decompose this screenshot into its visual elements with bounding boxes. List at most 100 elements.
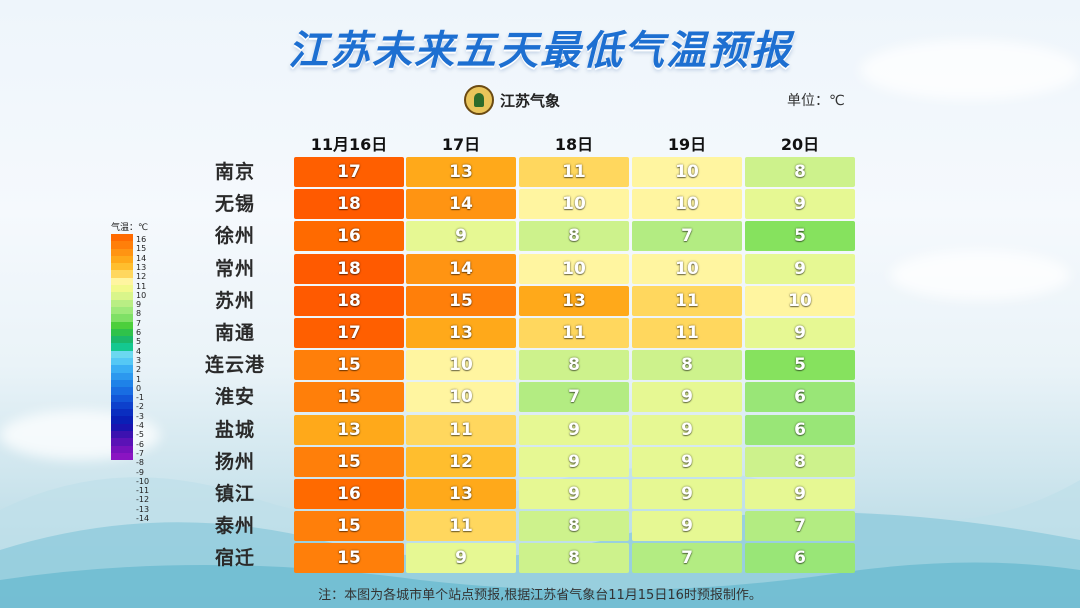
legend-label: 14	[136, 253, 147, 263]
temperature-cell: 6	[745, 543, 855, 574]
logo: 江苏气象	[464, 84, 560, 116]
column-header: 17日	[441, 135, 481, 154]
legend-swatch	[111, 285, 133, 293]
legend-swatch	[111, 409, 133, 417]
legend-swatch	[111, 445, 133, 453]
legend-swatch	[111, 292, 133, 300]
legend-label: 0	[136, 383, 142, 393]
legend-swatch	[111, 241, 133, 249]
temperature-cell: 8	[632, 350, 742, 381]
legend-label: 6	[136, 328, 142, 337]
temperature-cell: 18	[294, 285, 404, 316]
legend-label: -12	[136, 495, 150, 505]
column-header: 20日	[780, 135, 820, 154]
city-name: 宿迁	[214, 547, 255, 570]
temperature-cell: 9	[632, 414, 742, 445]
temperature-cell: 10	[632, 253, 742, 284]
temperature-cell: 11	[519, 318, 629, 348]
legend-swatch	[111, 263, 133, 271]
legend-label: -1	[136, 393, 144, 403]
temperature-cell: 13	[294, 414, 404, 445]
city-name: 南通	[214, 322, 255, 344]
legend-label: 5	[136, 337, 142, 347]
temperature-cell: 9	[745, 318, 855, 348]
legend-label: -2	[136, 402, 144, 412]
cloud-decoration	[860, 40, 1080, 100]
temperature-cell: 15	[294, 350, 404, 381]
legend-label: 3	[136, 355, 142, 365]
temperature-cell: 18	[294, 253, 404, 284]
legend-swatch	[111, 277, 133, 286]
temperature-cell: 15	[294, 382, 404, 413]
page-title: 江苏未来五天最低气温预报	[288, 28, 792, 74]
legend-swatch	[111, 343, 133, 351]
legend-swatch	[111, 416, 133, 424]
temperature-cell: 11	[519, 157, 629, 187]
temperature-cell: 15	[294, 543, 404, 574]
legend-title: 气温：℃	[111, 223, 149, 233]
legend-swatch	[111, 328, 133, 337]
legend-swatch	[111, 452, 133, 461]
legend-label: 4	[136, 346, 142, 356]
temperature-cell: 7	[632, 221, 742, 252]
temperature-cell: 9	[745, 479, 855, 509]
legend-label: 9	[136, 300, 142, 310]
legend-swatch	[111, 255, 133, 264]
temperature-cell: 17	[294, 318, 404, 348]
legend-swatch	[111, 299, 133, 307]
temperature-cell: 5	[745, 221, 855, 252]
temperature-cell: 9	[745, 189, 855, 220]
temperature-cell: 15	[294, 446, 404, 477]
temperature-cell: 8	[519, 511, 629, 542]
legend-swatch	[111, 234, 133, 242]
temperature-cell: 9	[632, 511, 742, 542]
city-name: 扬州	[214, 450, 255, 473]
legend-swatch	[111, 423, 133, 432]
temperature-cell: 11	[406, 414, 516, 445]
column-header: 19日	[667, 135, 707, 154]
legend-label: 7	[136, 318, 142, 328]
footnote: 注：本图为各城市单个站点预报,根据江苏省气象台11月15日16时预报制作。	[318, 588, 762, 603]
temperature-cell: 11	[632, 318, 742, 348]
city-name: 盐城	[214, 418, 255, 441]
legend-swatch	[111, 379, 133, 388]
temperature-legend	[111, 234, 133, 461]
temperature-cell: 17	[294, 157, 404, 187]
column-header: 18日	[554, 135, 594, 154]
legend-swatch	[111, 372, 133, 380]
temperature-cell: 16	[294, 479, 404, 509]
legend-swatch	[111, 431, 133, 439]
cloud-decoration	[0, 410, 160, 460]
temperature-cell: 11	[406, 511, 516, 542]
temperature-cell: 9	[519, 479, 629, 509]
temperature-cell: 10	[745, 285, 855, 316]
temperature-cell: 10	[406, 350, 516, 381]
legend-label: 12	[136, 272, 147, 282]
temperature-cell: 7	[519, 382, 629, 413]
city-name: 泰州	[214, 515, 255, 538]
temperature-cell: 18	[294, 189, 404, 220]
temperature-cell: 10	[632, 157, 742, 187]
temperature-cell: 16	[294, 221, 404, 252]
legend-swatch	[111, 350, 133, 359]
temperature-cell: 8	[519, 221, 629, 252]
legend-label: -10	[136, 476, 150, 486]
legend-label: -7	[136, 448, 144, 458]
temperature-cell: 8	[745, 446, 855, 477]
temperature-cell: 13	[406, 479, 516, 509]
city-name: 常州	[214, 257, 255, 280]
legend-label: -5	[136, 430, 144, 440]
legend-label: 1	[136, 374, 142, 384]
unit-label: 单位：℃	[787, 93, 845, 109]
temperature-cell: 5	[745, 350, 855, 381]
city-name: 连云港	[204, 354, 265, 377]
legend-swatch	[111, 336, 133, 344]
temperature-cell: 9	[632, 479, 742, 509]
temperature-cell: 10	[632, 189, 742, 220]
legend-swatch	[111, 438, 133, 446]
legend-swatch	[111, 314, 133, 322]
legend-swatch	[111, 387, 133, 395]
temperature-cell: 6	[745, 414, 855, 445]
temperature-cell: 9	[406, 543, 516, 574]
legend-label: 8	[136, 309, 142, 319]
